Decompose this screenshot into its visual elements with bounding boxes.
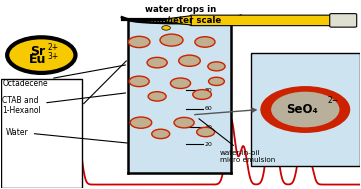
Text: Eu: Eu (29, 53, 47, 66)
Circle shape (271, 92, 339, 127)
Text: Octadecene: Octadecene (3, 65, 126, 88)
Text: CTAB and
1-Hexanol: CTAB and 1-Hexanol (3, 93, 126, 115)
Text: 80: 80 (204, 88, 212, 93)
Text: 3+: 3+ (48, 52, 59, 61)
Circle shape (260, 86, 350, 133)
Circle shape (208, 62, 225, 71)
Text: SeO₄: SeO₄ (286, 103, 318, 116)
Bar (129, 19, 231, 173)
Text: 40: 40 (204, 125, 212, 130)
Circle shape (170, 78, 191, 88)
Text: water-in-oil
micro emulsion: water-in-oil micro emulsion (199, 119, 275, 163)
Circle shape (209, 77, 225, 85)
Circle shape (197, 127, 215, 137)
FancyBboxPatch shape (190, 15, 332, 26)
Circle shape (147, 57, 167, 68)
Circle shape (148, 92, 166, 101)
FancyBboxPatch shape (251, 53, 360, 166)
Polygon shape (166, 16, 191, 25)
Circle shape (174, 117, 194, 128)
FancyBboxPatch shape (330, 14, 357, 27)
Circle shape (160, 34, 183, 46)
Text: 2+: 2+ (48, 43, 59, 52)
Circle shape (152, 129, 170, 139)
Text: Sr: Sr (30, 45, 45, 58)
FancyBboxPatch shape (1, 80, 82, 188)
Circle shape (195, 37, 215, 47)
Circle shape (7, 37, 75, 73)
Text: 20: 20 (204, 142, 212, 146)
Text: Water: Water (6, 128, 127, 143)
Circle shape (130, 117, 152, 128)
Circle shape (179, 55, 200, 66)
Circle shape (162, 26, 170, 30)
Circle shape (193, 90, 212, 99)
Circle shape (129, 36, 150, 48)
Circle shape (129, 76, 149, 87)
Text: 60: 60 (204, 106, 212, 111)
Text: 2−: 2− (327, 96, 338, 105)
Text: water drops in
nanometer scale: water drops in nanometer scale (140, 5, 221, 25)
